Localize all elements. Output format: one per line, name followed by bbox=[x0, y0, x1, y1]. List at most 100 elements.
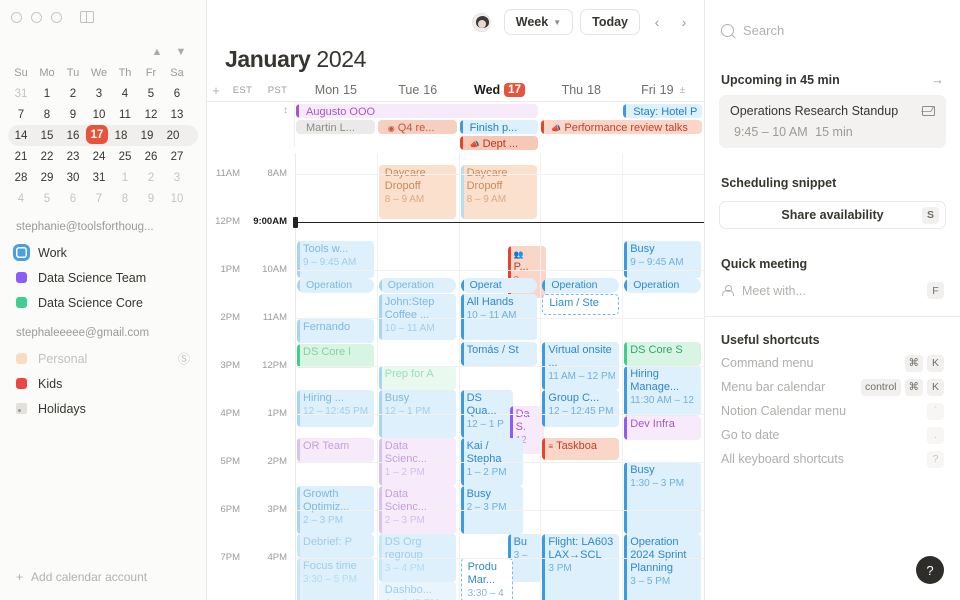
mini-day-21[interactable]: 21 bbox=[14, 150, 28, 163]
shortcut-row[interactable]: Go to date. bbox=[705, 423, 960, 447]
all-day-event[interactable]: Stay: Hotel P bbox=[623, 104, 702, 118]
mini-day-7[interactable]: 7 bbox=[95, 192, 103, 205]
mini-day-1[interactable]: 1 bbox=[121, 171, 129, 184]
mini-day-12[interactable]: 12 bbox=[144, 108, 158, 121]
collapse-icon[interactable]: ↕ bbox=[283, 105, 288, 116]
mini-day-11[interactable]: 11 bbox=[119, 108, 131, 121]
calendar-color-swatch[interactable] bbox=[16, 247, 27, 258]
calendar-event[interactable]: Focus time 3:30 – 5 PM bbox=[297, 558, 374, 600]
mini-day-6[interactable]: 6 bbox=[173, 87, 181, 100]
day-column-tue[interactable]: Daycare Dropoff 8 – 9 AM Operation John:Ste… bbox=[376, 153, 459, 600]
mini-day-27[interactable]: 27 bbox=[170, 150, 184, 163]
mini-day-3[interactable]: 3 bbox=[173, 171, 181, 184]
mini-day-2[interactable]: 2 bbox=[147, 171, 155, 184]
calendar-event[interactable]: Prep for A bbox=[378, 366, 456, 390]
all-day-event[interactable]: 📣 Dept ... bbox=[459, 136, 539, 150]
help-button[interactable]: ? bbox=[916, 556, 944, 584]
shortcut-row[interactable]: Notion Calendar menu ` bbox=[705, 399, 960, 423]
all-day-event[interactable]: 📣 Performance review talks bbox=[541, 120, 702, 134]
mini-day-13[interactable]: 13 bbox=[170, 108, 184, 121]
close-icon[interactable] bbox=[11, 11, 22, 23]
day-header-wed[interactable]: Wed 17 bbox=[459, 83, 541, 97]
mini-day-16[interactable]: 16 bbox=[66, 129, 80, 142]
shortcut-row[interactable]: Command menu ⌘ K bbox=[705, 351, 960, 375]
calendar-event[interactable]: Operation bbox=[378, 278, 456, 293]
mini-day-10[interactable]: 10 bbox=[92, 108, 106, 121]
mini-day-19[interactable]: 19 bbox=[140, 129, 154, 142]
mini-calendar[interactable]: Su Mo Tu We Th Fr Sa 31 1 2 3 4 5 6 7 8 9 10 11 12 13 14 15 16 1… bbox=[0, 63, 206, 209]
mail-icon[interactable] bbox=[922, 106, 935, 116]
all-day-event[interactable]: Finish p... bbox=[459, 120, 539, 134]
calendar-color-swatch[interactable] bbox=[16, 272, 27, 283]
mini-day-5[interactable]: 5 bbox=[43, 192, 51, 205]
mini-day-30[interactable]: 30 bbox=[66, 171, 80, 184]
mini-day-2[interactable]: 2 bbox=[69, 87, 77, 100]
day-header-mon[interactable]: Mon 15 bbox=[295, 83, 377, 97]
share-availability-button[interactable]: Share availability S bbox=[719, 201, 946, 229]
calendar-event[interactable]: Liam / Ste bbox=[542, 294, 620, 315]
all-day-event[interactable]: ◉ Q4 re... bbox=[377, 120, 457, 134]
mini-day-29[interactable]: 29 bbox=[40, 171, 54, 184]
today-button[interactable]: Today bbox=[580, 9, 640, 35]
all-day-event[interactable]: Augusto OOO bbox=[296, 104, 539, 118]
calendar-event[interactable]: All Hands 10 – 11 AM bbox=[460, 294, 538, 340]
day-header-fri[interactable]: Fri 19 ± bbox=[622, 83, 704, 97]
eye-off-icon[interactable]: Ⓢ bbox=[177, 352, 190, 366]
add-timezone-button[interactable]: + bbox=[212, 82, 220, 98]
calendar-item-kids[interactable]: Kids bbox=[0, 371, 206, 396]
calendar-event[interactable]: Dev Infra bbox=[624, 416, 701, 440]
calendar-event[interactable]: Fernando bbox=[297, 319, 374, 343]
calendar-event[interactable]: John:Step Coffee ... 10 – 11 AM bbox=[378, 294, 456, 340]
add-calendar-account-button[interactable]: + Add calendar account bbox=[0, 562, 206, 592]
calendar-event[interactable]: DS Core l bbox=[297, 344, 374, 368]
calendar-event[interactable]: Tomás / St bbox=[460, 342, 538, 366]
mini-day-9[interactable]: 9 bbox=[69, 108, 77, 121]
chevron-down-icon[interactable]: ▼ bbox=[175, 46, 187, 58]
mini-day-28[interactable]: 28 bbox=[14, 171, 28, 184]
calendar-event[interactable]: Produ Mar... 3:30 – 4 bbox=[460, 558, 513, 600]
calendar-event[interactable]: Debrief: P bbox=[297, 534, 374, 558]
mini-day-7[interactable]: 7 bbox=[17, 108, 25, 121]
avatar[interactable] bbox=[471, 12, 491, 32]
day-header-tue[interactable]: Tue 16 bbox=[377, 83, 459, 97]
mini-day-14[interactable]: 14 bbox=[14, 129, 28, 142]
view-selector-button[interactable]: Week ▼ bbox=[503, 9, 574, 35]
calendar-event[interactable]: Operation 2024 Sprint Planning 3 – 5 PM bbox=[624, 534, 701, 600]
mini-day-9[interactable]: 9 bbox=[147, 192, 155, 205]
mini-day-8[interactable]: 8 bbox=[121, 192, 129, 205]
calendar-event[interactable]: Operat bbox=[460, 278, 538, 293]
calendar-event[interactable]: Group C... 12 – 12:45 PM bbox=[542, 390, 620, 427]
calendar-event[interactable]: Operation bbox=[624, 278, 701, 293]
calendar-item-holidays[interactable]: Holidays bbox=[0, 396, 206, 421]
mini-day-24[interactable]: 24 bbox=[92, 150, 106, 163]
calendar-event[interactable]: Hiring Manage... 11:30 AM – 12 bbox=[624, 366, 701, 416]
mini-day-4[interactable]: 4 bbox=[121, 87, 129, 100]
mini-day-22[interactable]: 22 bbox=[40, 150, 54, 163]
day-column-mon[interactable]: Tools w... 9 – 9:45 AM Operation Fernando DS… bbox=[295, 153, 377, 600]
sidebar-toggle-icon[interactable] bbox=[80, 11, 94, 23]
mini-day-26[interactable]: 26 bbox=[144, 150, 158, 163]
calendar-event[interactable]: OR Team bbox=[297, 438, 374, 462]
calendar-item-work[interactable]: Work bbox=[0, 240, 206, 265]
mini-day-25[interactable]: 25 bbox=[118, 150, 132, 163]
mini-day-6[interactable]: 6 bbox=[69, 192, 77, 205]
calendar-event[interactable]: Operation bbox=[297, 278, 374, 293]
search-bar[interactable] bbox=[705, 0, 960, 44]
calendar-color-swatch[interactable] bbox=[16, 353, 27, 364]
meet-with-row[interactable]: Meet with... F bbox=[705, 271, 960, 299]
mini-day-31[interactable]: 31 bbox=[92, 171, 106, 184]
calendar-event[interactable]: Hiring ... 12 – 12:45 PM bbox=[297, 390, 374, 427]
calendar-color-swatch[interactable] bbox=[16, 378, 27, 389]
day-header-thu[interactable]: Thu 18 bbox=[540, 83, 622, 97]
calendar-color-swatch[interactable] bbox=[16, 297, 27, 308]
day-column-thu[interactable]: Operation Liam / Ste Virtual onsite ... 11 … bbox=[540, 153, 622, 600]
mini-day-5[interactable]: 5 bbox=[147, 87, 155, 100]
calendar-event[interactable]: Busy 9 – 9:45 AM bbox=[624, 241, 701, 278]
mini-day-15[interactable]: 15 bbox=[40, 129, 54, 142]
arrow-right-icon[interactable]: → bbox=[931, 72, 944, 87]
mini-day-3[interactable]: 3 bbox=[95, 87, 103, 100]
calendar-event[interactable]: Busy 1:30 – 3 PM bbox=[624, 462, 701, 534]
calendar-item-personal[interactable]: Personal Ⓢ bbox=[0, 346, 206, 371]
day-column-fri[interactable]: Busy 9 – 9:45 AM Operation DS Core S Hiring … bbox=[622, 153, 704, 600]
